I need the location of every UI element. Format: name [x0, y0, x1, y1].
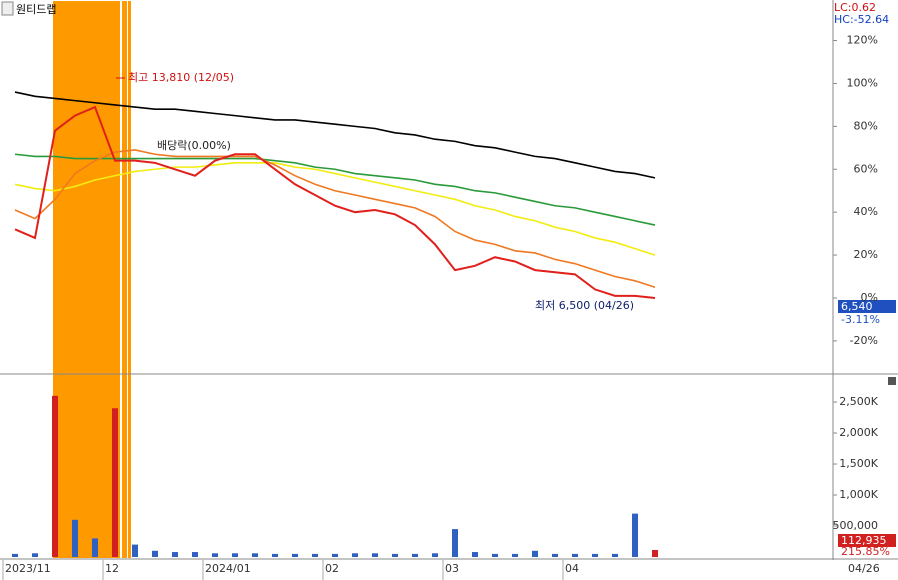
volume-bar — [92, 538, 98, 557]
volume-bar — [472, 552, 478, 557]
volume-bar — [492, 553, 498, 557]
highlight-band — [53, 1, 120, 558]
volume-bar — [192, 552, 198, 557]
volume-bar — [532, 550, 538, 557]
series-line — [14, 153, 656, 226]
volume-bar — [112, 408, 118, 557]
volume-bar — [172, 552, 178, 557]
volume-bar — [152, 550, 158, 557]
y-tick-label: -20% — [850, 334, 878, 347]
close-button[interactable] — [888, 377, 896, 385]
series-line — [14, 149, 656, 289]
volume-bar — [212, 553, 218, 557]
volume-bar — [232, 553, 238, 557]
volume-bar — [332, 553, 338, 557]
annotation: 최저 6,500 (04/26) — [535, 299, 634, 312]
volume-bar — [412, 553, 418, 557]
annotation: 배당락(0.00%) — [157, 139, 231, 152]
value-label: 112,935 — [841, 534, 887, 547]
y-tick-label: 100% — [847, 76, 878, 89]
series-line — [14, 105, 656, 299]
current-price: 6,540 — [841, 300, 873, 313]
volume-bar — [372, 553, 378, 557]
price-box — [838, 300, 896, 313]
y-tick-label: 500,000 — [833, 519, 879, 532]
series-line — [14, 162, 656, 256]
y-tick-label: 40% — [854, 205, 878, 218]
volume-bar — [292, 553, 298, 557]
volume-bar — [312, 553, 318, 557]
volume-bar — [72, 519, 78, 557]
volume-bar — [592, 553, 598, 557]
highlight-band — [128, 1, 131, 558]
y-tick-label: 1,000K — [839, 488, 878, 501]
highlight-band — [122, 1, 127, 558]
x-tick-label: 03 — [445, 562, 459, 575]
y-tick-label: 120% — [847, 34, 878, 47]
volume-bar — [352, 553, 358, 557]
volume-bar — [512, 553, 518, 557]
volume-ratio: 215.85% — [841, 545, 890, 558]
menu-button[interactable] — [1, 1, 14, 16]
volume-bar — [252, 553, 258, 557]
y-tick-label: 80% — [854, 119, 878, 132]
volume-bar — [652, 549, 658, 557]
volume-bar — [132, 544, 138, 557]
y-tick-label: 2,500K — [839, 395, 878, 408]
volume-bar — [392, 553, 398, 557]
change: -3.11% — [841, 313, 880, 326]
y-tick-label: 1,500K — [839, 457, 878, 470]
y-tick-label: 2,000K — [839, 426, 878, 439]
annotation: 최고 13,810 (12/05) — [128, 71, 234, 84]
volume-bar — [32, 553, 38, 557]
volume-bar — [52, 395, 58, 557]
volume-box — [838, 534, 896, 547]
x-tick-label: 04 — [565, 562, 579, 575]
y-tick-label: 20% — [854, 248, 878, 261]
volume-bar — [572, 553, 578, 557]
x-tick-label: 12 — [105, 562, 119, 575]
volume-bar — [432, 553, 438, 557]
volume-bar — [12, 553, 18, 557]
y-tick-label: 0% — [861, 291, 878, 304]
chart-title: 원티드랩 — [16, 3, 56, 16]
volume-bar — [612, 553, 618, 557]
x-tick-label: 02 — [325, 562, 339, 575]
x-tick-label: 2024/01 — [205, 562, 251, 575]
volume-bar — [452, 529, 458, 557]
y-tick-label: 60% — [854, 162, 878, 175]
volume-bar — [272, 553, 278, 557]
x-tick-label: 2023/11 — [5, 562, 51, 575]
lc-label: LC:0.62 — [834, 1, 876, 14]
x-end-label: 04/26 — [848, 562, 880, 575]
volume-bar — [552, 553, 558, 557]
hc-label: HC:-52.64 — [834, 13, 889, 26]
series-line — [14, 91, 656, 179]
volume-bar — [632, 513, 638, 557]
